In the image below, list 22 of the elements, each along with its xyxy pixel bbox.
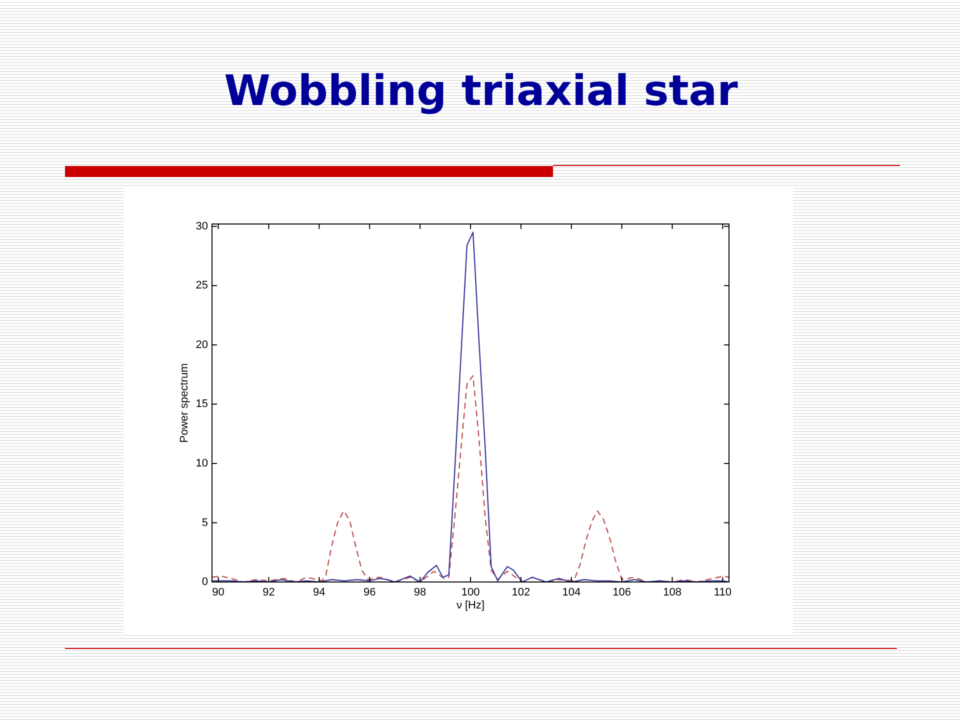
x-tick-label: 100	[461, 586, 480, 599]
y-tick-label: 10	[196, 457, 208, 470]
y-tick-label: 5	[202, 516, 208, 529]
x-tick-label: 96	[363, 586, 376, 599]
x-tick-label: 98	[414, 586, 426, 599]
x-tick-label: 92	[262, 586, 275, 599]
x-tick-label: 110	[714, 586, 732, 599]
x-tick-label: 106	[612, 586, 631, 599]
line-series	[212, 375, 729, 582]
x-tick-label: 102	[512, 586, 530, 599]
chart-title: Wobbling triaxial star	[223, 66, 739, 115]
x-tick-label: 104	[562, 586, 581, 599]
y-axis-title: Power spectrum	[178, 363, 191, 443]
x-tick-label: 108	[663, 586, 682, 599]
y-tick-label: 25	[196, 280, 208, 292]
y-tick-label: 15	[196, 398, 208, 410]
x-tick-label: 94	[313, 586, 326, 599]
y-tick-label: 30	[196, 220, 208, 232]
y-tick-label: 20	[196, 338, 208, 351]
x-axis-title: ν [Hz]	[456, 599, 485, 612]
x-tick-label: 90	[212, 586, 224, 599]
y-tick-label: 0	[202, 576, 208, 588]
